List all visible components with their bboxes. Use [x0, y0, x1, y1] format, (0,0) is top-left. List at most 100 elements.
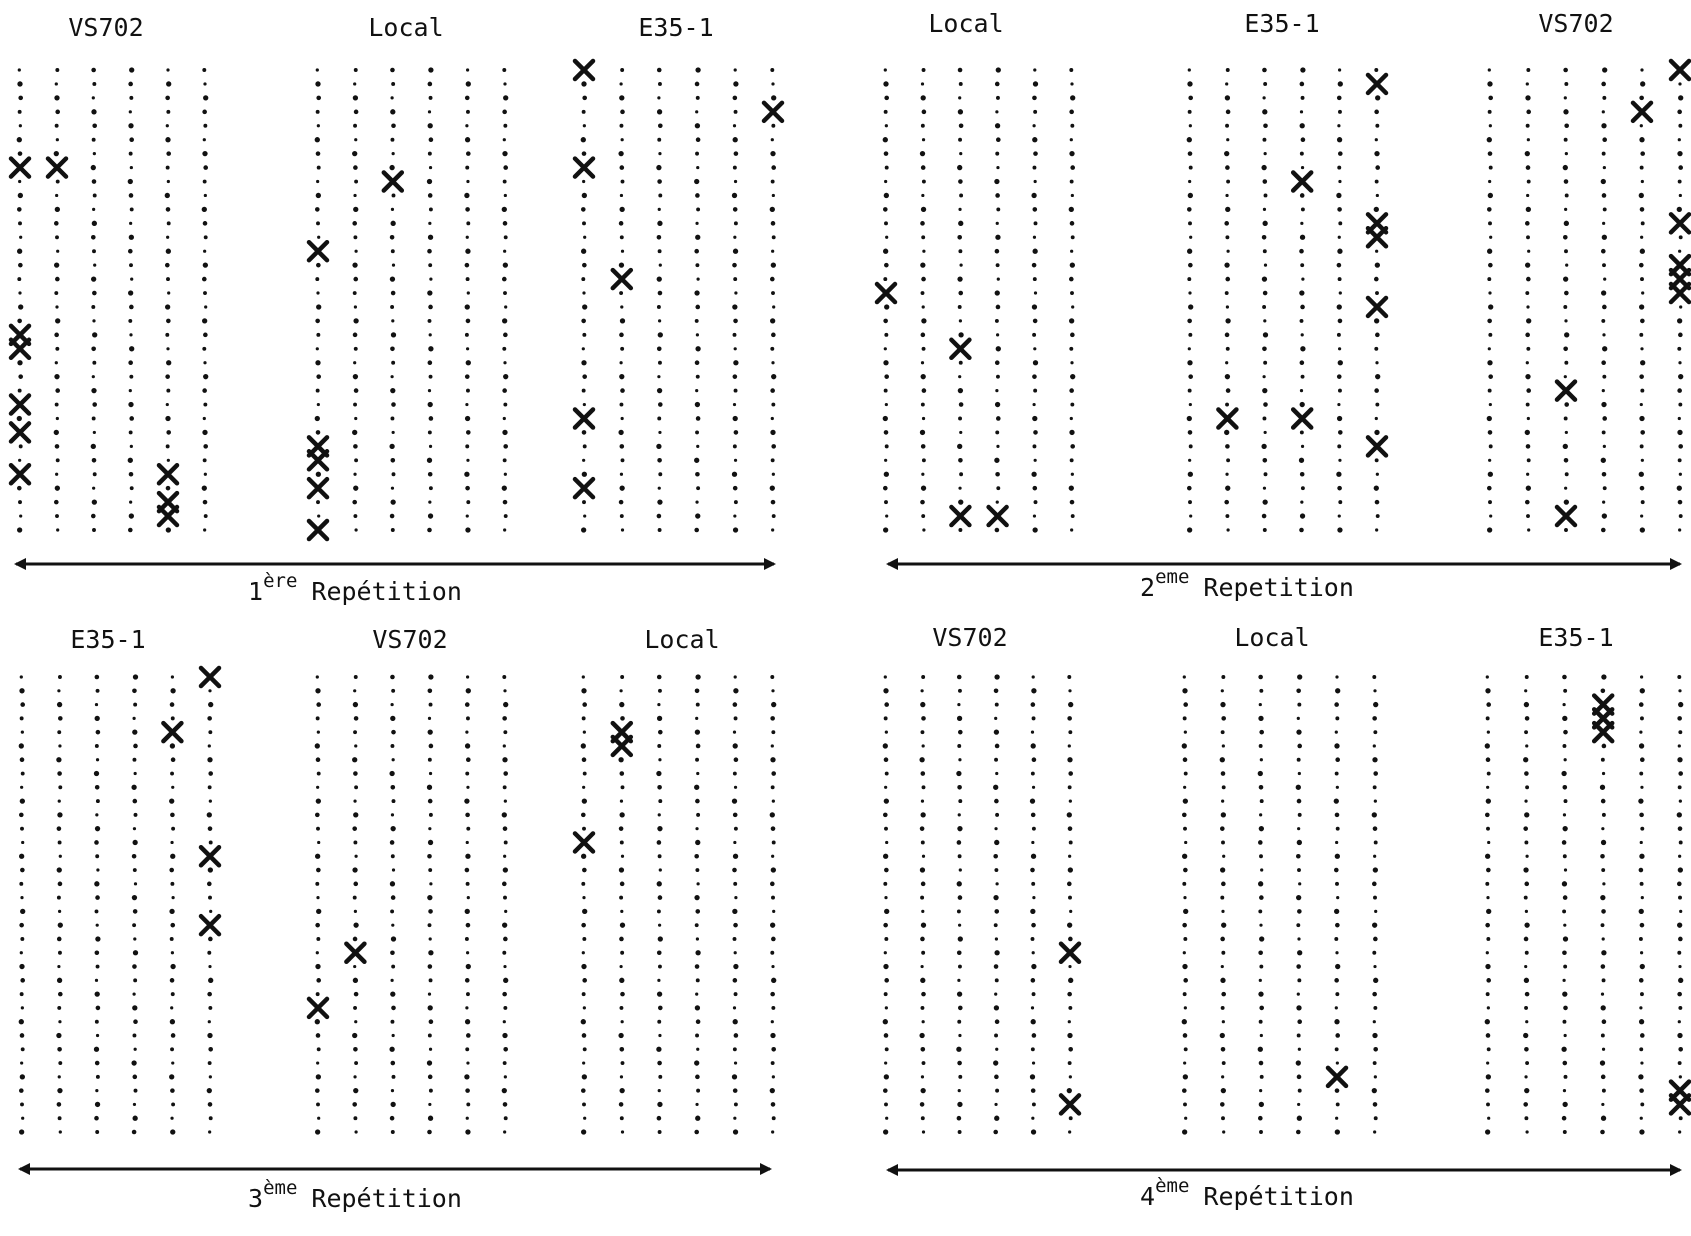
plant-dot — [1258, 826, 1264, 832]
plant-dot — [618, 429, 624, 436]
plant-dot — [166, 430, 171, 435]
plant-dot — [466, 785, 470, 789]
plant-dot — [58, 909, 62, 913]
plant-dot — [1486, 730, 1490, 734]
plant-dot — [994, 1074, 999, 1080]
plant-dot — [771, 514, 776, 519]
plant-dot — [1564, 152, 1568, 156]
plant-dot — [1563, 923, 1567, 927]
plant-dot — [957, 785, 962, 790]
plant-dot — [55, 388, 60, 393]
plant-dot — [1485, 1074, 1491, 1080]
plant-dot — [1563, 346, 1568, 352]
plant-dot — [694, 1129, 699, 1135]
plant-dot — [390, 290, 396, 296]
plant-dot — [620, 68, 625, 72]
missing-plant-mark — [1058, 941, 1082, 965]
plant-dot — [20, 1047, 25, 1052]
plant-dot — [1258, 702, 1262, 707]
plant-dot — [169, 1019, 176, 1025]
plant-dot — [503, 701, 509, 708]
plant-dot — [696, 812, 701, 817]
plant-dot — [1375, 193, 1379, 198]
plant-dot — [921, 458, 926, 463]
plant-dot — [502, 991, 507, 997]
plot-local: Local — [874, 9, 1076, 533]
plant-dot — [581, 207, 586, 212]
plant-dot — [129, 333, 133, 337]
plant-dot — [128, 151, 133, 156]
plant-dot — [1032, 81, 1039, 87]
plant-dot — [390, 950, 395, 956]
plant-dot — [1225, 235, 1230, 240]
plant-dot — [1031, 922, 1036, 928]
plant-dot — [1371, 1087, 1377, 1094]
plant-dot — [353, 991, 359, 997]
plant-dot — [657, 249, 662, 254]
plant-dot — [170, 675, 174, 679]
plant-dot — [169, 743, 176, 749]
plant-dot — [620, 785, 625, 790]
plant-dot — [770, 458, 775, 463]
plant-dot — [1261, 276, 1268, 282]
plant-dot — [994, 248, 1000, 254]
plant-dot — [170, 1129, 176, 1135]
plant-dot — [1262, 96, 1266, 100]
plant-dot — [57, 840, 62, 845]
plant-dot — [1526, 458, 1531, 463]
plant-dot — [1296, 1005, 1302, 1011]
plant-dot — [428, 95, 433, 100]
plant-dot — [95, 1074, 100, 1079]
plot-label: Local — [1234, 623, 1309, 652]
plant-dot — [1220, 1046, 1226, 1052]
plant-dot — [58, 854, 62, 858]
plant-dot — [618, 1032, 624, 1039]
plant-dot — [466, 1061, 470, 1065]
plant-dot — [133, 978, 138, 983]
plant-dot — [957, 67, 963, 73]
plant-dot — [58, 716, 63, 721]
plant-dot — [170, 922, 176, 928]
plant-dot — [995, 389, 999, 393]
plant-dot — [771, 235, 776, 240]
plant-dot — [1602, 207, 1607, 212]
plant-dot — [502, 262, 508, 268]
plant-dot — [132, 1074, 138, 1080]
plant-dot — [1373, 206, 1379, 213]
plant-dot — [315, 192, 321, 199]
plant-dot — [427, 923, 432, 928]
plant-dot — [1258, 950, 1263, 956]
plant-dot — [619, 123, 624, 128]
plant-dot — [733, 1102, 738, 1107]
plant-dot — [390, 458, 396, 463]
plant-dot — [353, 206, 359, 213]
plant-dot — [19, 1088, 24, 1093]
plant-dot — [694, 81, 700, 87]
plant-dot — [1335, 992, 1340, 997]
missing-plant-mark — [986, 504, 1009, 528]
plant-dot — [958, 799, 963, 804]
plant-dot — [19, 757, 25, 763]
plant-dot — [352, 150, 358, 157]
plant-dot — [883, 675, 887, 679]
plant-dot — [1485, 881, 1490, 886]
plant-dot — [619, 332, 624, 338]
plant-dot — [1187, 360, 1193, 366]
plant-dot — [1601, 1019, 1607, 1024]
plant-dot — [1640, 757, 1645, 763]
plant-dot — [658, 402, 663, 407]
plant-dot — [18, 444, 23, 449]
plant-dot — [1600, 798, 1606, 804]
plant-dot — [464, 1019, 471, 1025]
plant-dot — [207, 785, 212, 790]
plant-dot — [92, 193, 97, 198]
plant-dot — [657, 458, 662, 463]
plant-dot — [503, 1075, 507, 1079]
plant-dot — [658, 360, 662, 365]
plant-dot — [464, 332, 469, 337]
plant-dot — [1030, 978, 1036, 983]
plant-dot — [619, 812, 625, 818]
plant-dot — [390, 854, 395, 859]
plant-dot — [1031, 785, 1036, 789]
